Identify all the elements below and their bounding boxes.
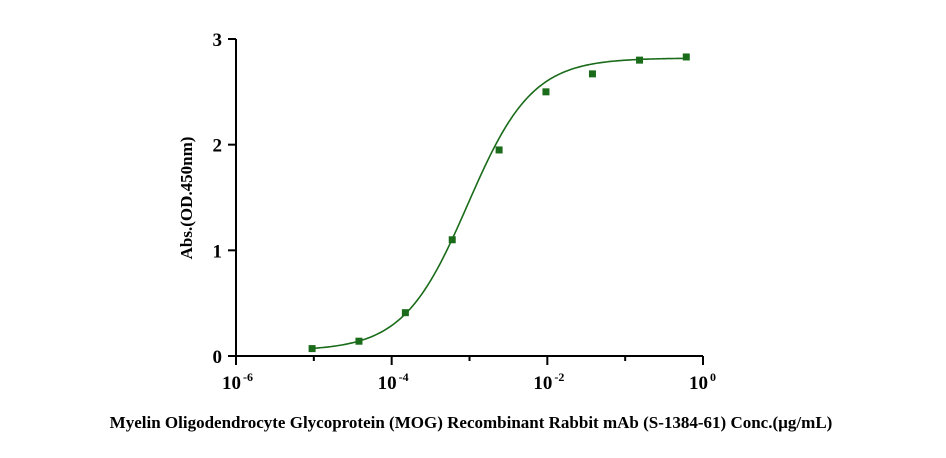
data-point (308, 345, 316, 353)
y-ticks: 0 1 2 3 (213, 30, 236, 368)
x-tick-exponent: 0 (710, 370, 716, 384)
x-tick-label: 10 -2 (533, 370, 564, 394)
data-point (588, 70, 596, 78)
x-tick-base: 10 (533, 373, 552, 394)
axes (235, 39, 703, 357)
x-tick-base: 10 (689, 373, 708, 394)
fit-curve (312, 57, 687, 350)
data-point (636, 56, 644, 64)
data-point (542, 88, 550, 96)
y-tick-label: 2 (213, 136, 223, 157)
data-point (495, 146, 503, 154)
x-tick-exponent: -6 (243, 370, 253, 384)
x-ticks: 10 -6 10 -4 10 -2 10 0 (222, 356, 716, 394)
data-point (355, 337, 363, 345)
x-tick-label: 10 -4 (378, 370, 409, 394)
y-tick-label: 0 (213, 347, 223, 368)
data-point (401, 309, 409, 317)
data-point (448, 236, 456, 244)
x-axis-title: Myelin Oligodendrocyte Glycoprotein (MOG… (110, 413, 833, 432)
x-tick-exponent: -2 (554, 370, 564, 384)
y-tick-label: 1 (213, 241, 223, 262)
x-tick-base: 10 (378, 373, 397, 394)
x-tick-exponent: -4 (399, 370, 409, 384)
data-points (308, 53, 690, 353)
y-tick-label: 3 (213, 30, 223, 51)
x-tick-label: 10 0 (689, 370, 716, 394)
x-tick-label: 10 -6 (222, 370, 253, 394)
data-point (682, 53, 690, 61)
y-axis-title: Abs.(OD.450nm) (177, 137, 196, 260)
x-tick-base: 10 (222, 373, 241, 394)
